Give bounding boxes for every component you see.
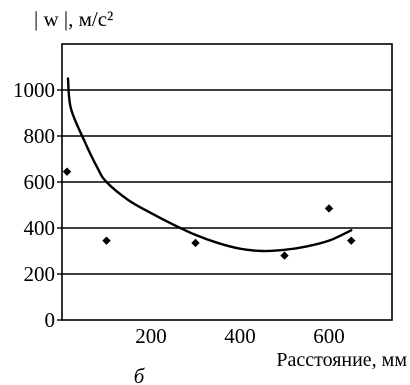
x-tick-label-600: 600 (313, 324, 345, 348)
data-point (102, 236, 111, 245)
data-point (347, 236, 356, 245)
fit-curve-line (66, 77, 353, 253)
data-point (324, 204, 334, 213)
grid-lines (62, 89, 392, 275)
x-tick-label-200: 200 (135, 324, 167, 348)
data-point (62, 167, 72, 176)
data-point (191, 238, 200, 248)
y-axis-label: | w |, м/с² (34, 7, 113, 31)
y-tick-label-400: 400 (24, 216, 56, 240)
y-tick-label-600: 600 (24, 170, 56, 194)
data-points (62, 167, 356, 260)
y-tick-labels: 0 200 400 600 800 1000 (13, 78, 62, 332)
data-point (280, 251, 289, 260)
y-tick-label-200: 200 (24, 262, 56, 286)
y-tick-label-0: 0 (45, 308, 56, 332)
x-tick-label-400: 400 (224, 324, 256, 348)
x-axis-label: Расстояние, мм (276, 349, 407, 371)
y-tick-label-1000: 1000 (13, 78, 55, 102)
y-tick-label-800: 800 (24, 124, 56, 148)
x-tick-labels: 200 400 600 (135, 324, 345, 348)
figure-caption: б (134, 364, 146, 385)
